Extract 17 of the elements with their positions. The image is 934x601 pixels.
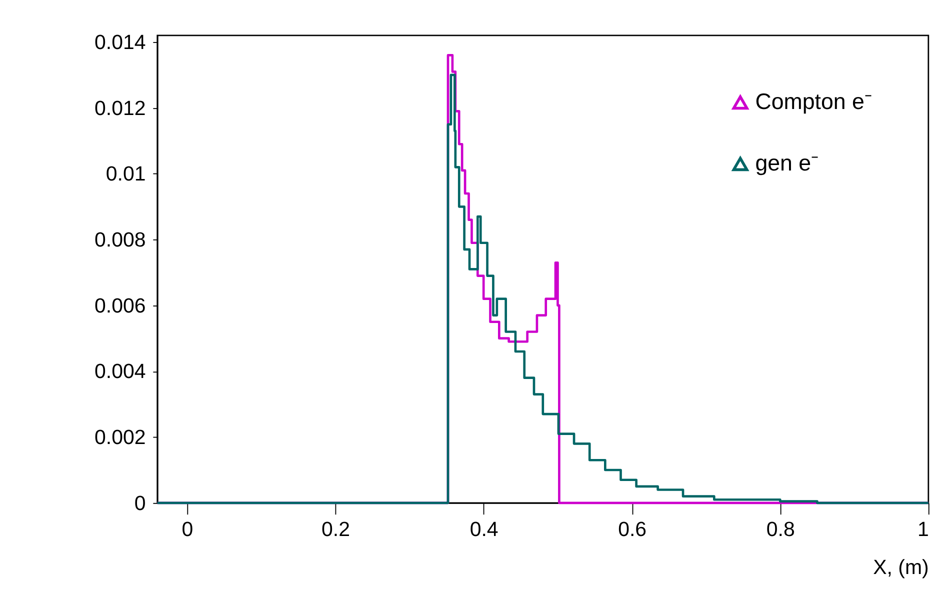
y-tick-label: 0 [134, 492, 146, 515]
y-tick-label: 0.01 [106, 162, 146, 186]
x-tick-label: 0.2 [322, 518, 350, 541]
y-tick-label: 0.012 [94, 96, 146, 120]
x-tick-label: 0.4 [470, 518, 498, 541]
x-tick-label: 0.6 [618, 518, 647, 541]
y-tick-label: 0.008 [94, 228, 146, 252]
x-axis-title: X, (m) [873, 556, 929, 580]
y-tick-label: 0.004 [94, 360, 146, 384]
x-tick-label: 0.8 [766, 518, 795, 541]
legend-label: gen e⁻ [755, 150, 820, 176]
y-tick-label: 0.006 [94, 294, 146, 318]
y-tick-label: 0.014 [94, 31, 146, 54]
legend-label: Compton e⁻ [755, 89, 872, 114]
x-tick-label: 1 [917, 518, 929, 541]
x-tick-label: 0 [182, 518, 194, 541]
y-tick-label: 0.002 [94, 426, 146, 450]
